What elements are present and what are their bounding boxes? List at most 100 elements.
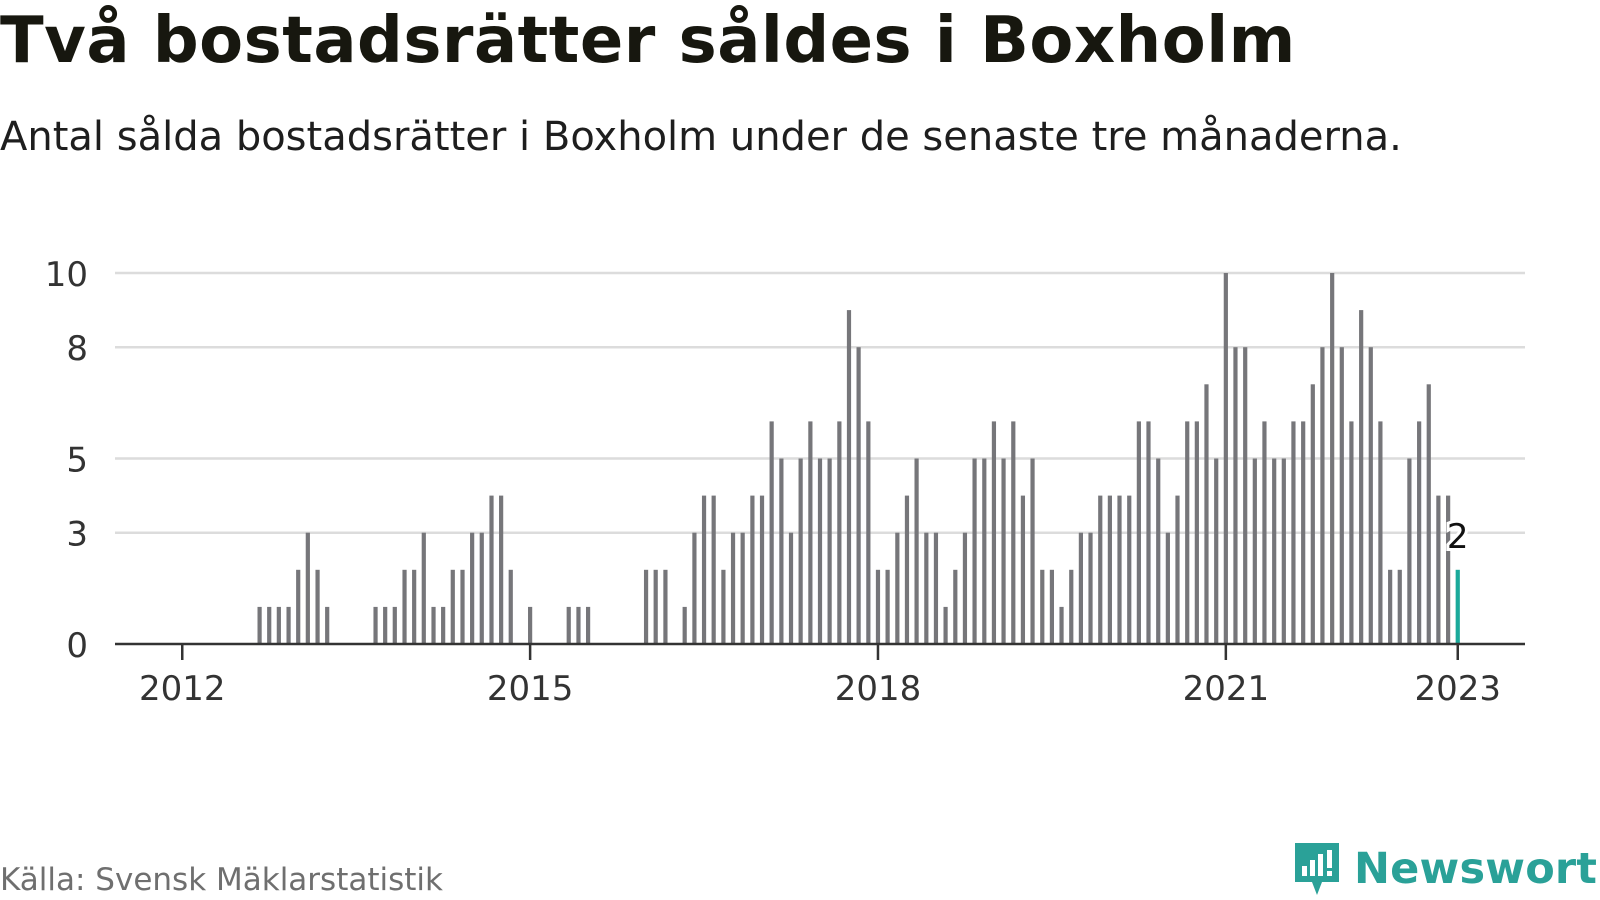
bar: [1252, 458, 1257, 644]
highlight-bar: [1455, 569, 1460, 644]
y-tick-label: 10: [45, 255, 88, 295]
bar: [1136, 421, 1141, 644]
x-tick-label: 2015: [487, 669, 574, 709]
bar: [1040, 569, 1045, 644]
bar: [528, 606, 533, 644]
bar: [257, 606, 262, 644]
bar: [450, 569, 455, 644]
x-axis-ticks: 2012 2015 2018 2021 2023: [115, 642, 1525, 709]
bar: [1117, 495, 1122, 644]
bar: [1107, 495, 1112, 644]
bar: [1330, 273, 1335, 644]
bar: [1078, 532, 1083, 644]
bar: [1243, 347, 1248, 644]
bar: [1320, 347, 1325, 644]
bar: [460, 569, 465, 644]
bar: [692, 532, 697, 644]
data-label: 2: [1447, 517, 1469, 557]
bar: [315, 569, 320, 644]
x-tick-label: 2012: [139, 669, 226, 709]
bar: [1378, 421, 1383, 644]
annotations: 2: [1444, 514, 1472, 560]
bar: [721, 569, 726, 644]
bar: [1098, 495, 1103, 644]
bar: [1310, 384, 1315, 644]
chart-title: Två bostadsrätter såldes i Boxholm: [0, 4, 1296, 78]
bar: [1272, 458, 1277, 644]
bar: [1088, 532, 1093, 644]
bar: [383, 606, 388, 644]
bar: [982, 458, 987, 644]
bar: [817, 458, 823, 644]
bar: [1291, 421, 1296, 644]
bar: [470, 532, 475, 644]
bar: [479, 532, 484, 644]
bar: [875, 569, 881, 644]
bar: [933, 532, 939, 644]
bar: [856, 347, 861, 644]
bar: [566, 606, 571, 644]
bar: [1127, 495, 1132, 644]
y-tick-label: 3: [66, 515, 88, 555]
bar: [1175, 495, 1180, 644]
bar: [788, 532, 794, 644]
y-tick-label: 0: [66, 626, 88, 666]
bar: [431, 606, 436, 644]
bar: [412, 569, 417, 644]
bar: [1339, 347, 1344, 644]
bar: [846, 310, 852, 644]
x-tick-label: 2021: [1183, 669, 1270, 709]
bar: [1426, 384, 1431, 644]
bar: [827, 458, 832, 644]
bar: [885, 569, 890, 644]
y-axis-ticks: 0 3 5 8 10: [45, 255, 88, 666]
y-tick-label: 5: [66, 441, 88, 481]
bar: [798, 458, 803, 644]
bar: [1436, 495, 1441, 644]
bar: [914, 458, 919, 644]
bar: [489, 495, 494, 644]
bar: [1146, 421, 1151, 644]
bar: [866, 421, 871, 644]
bar: [779, 458, 784, 644]
bar: [1223, 273, 1228, 644]
bar: [1233, 347, 1238, 644]
y-tick-label: 8: [66, 329, 88, 369]
bar: [1397, 569, 1402, 644]
source-note: Källa: Svensk Mäklarstatistik: [0, 862, 443, 898]
newsworthy-icon: [1295, 843, 1339, 895]
brand-name: Newsworthy: [1354, 844, 1600, 894]
bar: [972, 458, 977, 644]
bar: [750, 495, 755, 644]
x-tick-label: 2018: [835, 669, 922, 709]
chart-subtitle: Antal sålda bostadsrätter i Boxholm unde…: [0, 114, 1402, 160]
bar: [730, 532, 736, 644]
bar: [663, 569, 668, 644]
bar: [904, 495, 910, 644]
bar: [1020, 495, 1026, 644]
bar: [808, 421, 813, 644]
bar: [1185, 421, 1190, 644]
bar: [924, 532, 929, 644]
bar: [1214, 458, 1219, 644]
bar: [325, 606, 330, 644]
bar: [1059, 606, 1064, 644]
bar: [392, 606, 397, 644]
bar: [1281, 458, 1286, 644]
bar: [895, 532, 900, 644]
bar: [421, 532, 426, 644]
bar: [1446, 495, 1451, 644]
bar: [1001, 458, 1006, 644]
bar: [508, 569, 513, 644]
bar: [1204, 384, 1209, 644]
bar: [402, 569, 407, 644]
bar: [585, 606, 591, 644]
bar: [1262, 421, 1267, 644]
bar: [1030, 458, 1035, 644]
bar: [759, 495, 765, 644]
bar: [1349, 421, 1354, 644]
bar: [711, 495, 716, 644]
bar: [701, 495, 707, 644]
bar: [953, 569, 958, 644]
bar: [1368, 347, 1373, 644]
